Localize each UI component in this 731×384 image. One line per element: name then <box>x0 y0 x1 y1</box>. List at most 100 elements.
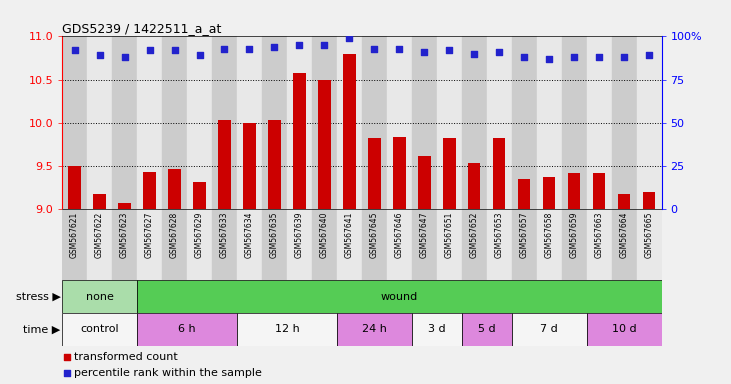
Bar <box>69 166 81 209</box>
Text: 5 d: 5 d <box>478 324 496 334</box>
Bar <box>518 179 531 209</box>
Point <box>294 42 306 48</box>
Text: GSM567622: GSM567622 <box>95 212 104 258</box>
Point <box>243 46 255 52</box>
Text: 10 d: 10 d <box>612 324 637 334</box>
Bar <box>312 209 337 280</box>
Text: GDS5239 / 1422511_a_at: GDS5239 / 1422511_a_at <box>62 22 221 35</box>
Bar <box>462 313 512 346</box>
Bar <box>187 209 212 280</box>
Bar <box>62 280 137 313</box>
Bar <box>612 209 637 280</box>
Bar <box>612 36 637 209</box>
Point <box>518 54 530 60</box>
Bar <box>337 209 362 280</box>
Text: transformed count: transformed count <box>74 352 178 362</box>
Point <box>543 56 555 62</box>
Point <box>469 51 480 57</box>
Text: GSM567621: GSM567621 <box>70 212 79 258</box>
Point <box>368 46 380 52</box>
Text: GSM567653: GSM567653 <box>495 212 504 258</box>
Text: GSM567634: GSM567634 <box>245 212 254 258</box>
Point <box>618 54 630 60</box>
Bar <box>243 123 256 209</box>
Bar <box>637 36 662 209</box>
Text: 12 h: 12 h <box>275 324 299 334</box>
Bar <box>293 73 306 209</box>
Point <box>643 53 655 59</box>
Bar <box>237 36 262 209</box>
Bar <box>168 169 181 209</box>
Bar <box>343 54 355 209</box>
Bar <box>87 36 112 209</box>
Bar <box>412 209 436 280</box>
Bar <box>437 209 462 280</box>
Bar <box>387 209 412 280</box>
Bar <box>287 209 312 280</box>
Text: GSM567658: GSM567658 <box>545 212 553 258</box>
Text: GSM567641: GSM567641 <box>345 212 354 258</box>
Point <box>219 46 230 52</box>
Bar <box>193 182 205 209</box>
Bar <box>362 36 387 209</box>
Bar <box>543 177 556 209</box>
Text: 24 h: 24 h <box>362 324 387 334</box>
Bar <box>512 209 537 280</box>
Bar <box>368 137 381 209</box>
Text: GSM567627: GSM567627 <box>145 212 154 258</box>
Text: GSM567633: GSM567633 <box>220 212 229 258</box>
Bar <box>512 36 537 209</box>
Bar <box>312 36 337 209</box>
Text: GSM567639: GSM567639 <box>295 212 304 258</box>
Bar <box>337 313 412 346</box>
Bar <box>137 209 162 280</box>
Point <box>194 53 205 59</box>
Bar <box>219 120 231 209</box>
Bar <box>618 194 630 209</box>
Bar <box>493 139 505 209</box>
Point <box>344 35 355 41</box>
Text: GSM567659: GSM567659 <box>569 212 579 258</box>
Point <box>144 47 156 53</box>
Bar <box>237 313 337 346</box>
Point <box>268 44 280 50</box>
Bar <box>118 203 131 209</box>
Bar <box>537 36 561 209</box>
Bar <box>393 137 406 209</box>
Bar <box>187 36 212 209</box>
Bar <box>262 36 287 209</box>
Point <box>400 283 412 289</box>
Bar <box>462 36 487 209</box>
Bar <box>212 209 237 280</box>
Bar <box>487 209 512 280</box>
Point <box>94 53 105 59</box>
Bar <box>643 192 655 209</box>
Text: none: none <box>86 291 113 302</box>
Bar <box>387 36 412 209</box>
Bar <box>637 209 662 280</box>
Text: GSM567623: GSM567623 <box>120 212 129 258</box>
Bar <box>412 313 462 346</box>
Bar <box>94 194 106 209</box>
Text: wound: wound <box>381 291 418 302</box>
Point <box>319 42 330 48</box>
Bar <box>568 173 580 209</box>
Text: GSM567665: GSM567665 <box>645 212 654 258</box>
Text: GSM567628: GSM567628 <box>170 212 179 258</box>
Bar <box>593 173 605 209</box>
Text: 3 d: 3 d <box>428 324 446 334</box>
Bar <box>443 137 455 209</box>
Bar <box>337 36 362 209</box>
Bar <box>162 209 187 280</box>
Bar <box>87 209 112 280</box>
Text: GSM567663: GSM567663 <box>594 212 604 258</box>
Text: GSM567657: GSM567657 <box>520 212 529 258</box>
Text: stress ▶: stress ▶ <box>16 291 61 302</box>
Text: GSM567635: GSM567635 <box>270 212 279 258</box>
Text: GSM567652: GSM567652 <box>470 212 479 258</box>
Bar <box>537 209 561 280</box>
Text: 7 d: 7 d <box>540 324 558 334</box>
Bar <box>561 209 586 280</box>
Point <box>169 47 181 53</box>
Text: GSM567664: GSM567664 <box>620 212 629 258</box>
